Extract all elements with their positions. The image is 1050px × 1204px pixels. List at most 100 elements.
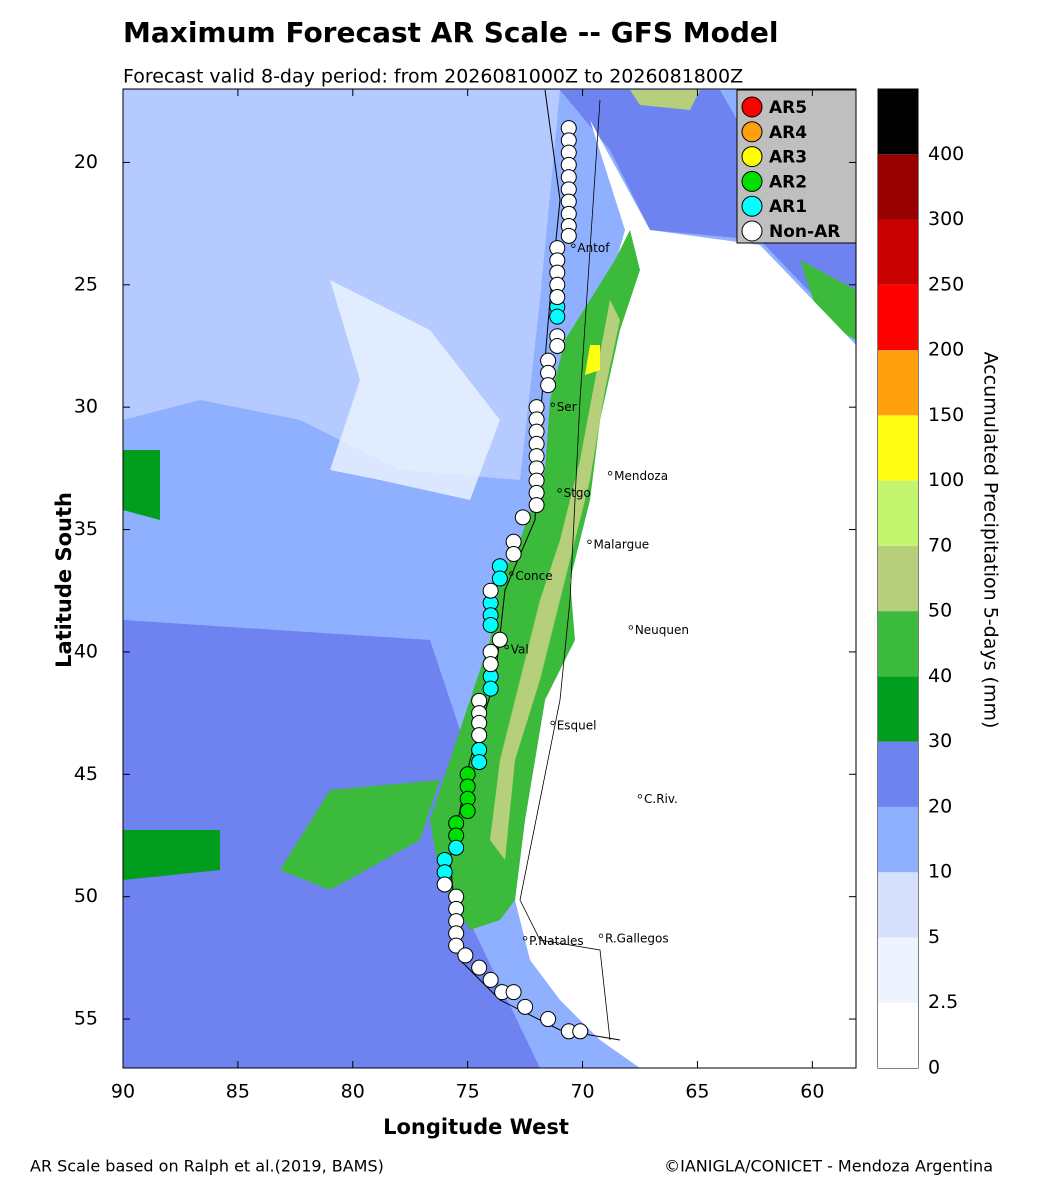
ar-point (448, 839, 465, 856)
footer-left: AR Scale based on Ralph et al.(2019, BAM… (30, 1157, 384, 1176)
ar-point (505, 546, 522, 563)
ar-point (540, 1011, 557, 1028)
y-tick-label: 35 (74, 518, 98, 540)
colorbar-tick-label: 100 (928, 469, 964, 491)
x-tick-label: 90 (111, 1081, 135, 1103)
colorbar-segment (878, 1002, 918, 1068)
ar-point (482, 656, 499, 673)
legend-marker (741, 146, 763, 168)
city-marker (550, 720, 555, 726)
ar-point (549, 337, 566, 354)
city-label: Malargue (593, 537, 649, 551)
colorbar-segment (878, 350, 918, 416)
ar-point (517, 998, 534, 1015)
colorbar-tick-label: 400 (928, 143, 964, 165)
title: Maximum Forecast AR Scale -- GFS Model (123, 16, 778, 49)
colorbar-segment (878, 415, 918, 481)
colorbar-tick-label: 2.5 (928, 991, 958, 1013)
colorbar-segment (878, 545, 918, 612)
colorbar-segment (878, 219, 918, 285)
city-marker (637, 794, 643, 799)
colorbar-tick-label: 300 (928, 208, 964, 230)
legend-label: AR3 (769, 148, 807, 168)
y-tick-label: 45 (74, 763, 98, 785)
ar-point (459, 803, 476, 820)
legend-label: AR5 (769, 98, 807, 118)
y-axis-label: Latitude South (52, 492, 76, 668)
ar-point (436, 876, 453, 893)
city-label: Neuquen (635, 623, 689, 637)
city-marker (628, 625, 634, 630)
legend-marker (741, 170, 763, 192)
colorbar-tick-label: 50 (928, 600, 952, 622)
city-marker (587, 539, 592, 544)
y-tick-label: 20 (74, 151, 98, 173)
ar-point (572, 1023, 589, 1040)
footer-right: ©IANIGLA/CONICET - Mendoza Argentina (664, 1157, 993, 1176)
legend-marker (741, 96, 763, 118)
legend-label: Non-AR (769, 222, 840, 242)
city-label: C.Riv. (644, 792, 678, 806)
y-tick-label: 55 (74, 1008, 98, 1030)
x-axis-label: Longitude West (383, 1115, 569, 1139)
colorbar-segment (878, 872, 918, 938)
plot-frame (122, 88, 857, 1069)
colorbar-segment (878, 741, 918, 807)
x-tick-label: 80 (341, 1081, 365, 1103)
ar-point (549, 289, 566, 306)
colorbar-segment (878, 480, 918, 546)
colorbar-tick-label: 250 (928, 273, 964, 295)
city-label: Stgo (564, 486, 591, 500)
x-tick-label: 60 (800, 1081, 824, 1103)
city-marker (522, 936, 528, 941)
colorbar-segment (878, 806, 918, 873)
x-tick-label: 75 (456, 1081, 480, 1103)
legend-label: AR4 (769, 123, 807, 143)
colorbar-tick-label: 150 (928, 404, 964, 426)
city-label: Antof (577, 241, 610, 255)
legend-marker (741, 121, 763, 143)
colorbar-tick-label: 10 (928, 861, 952, 883)
city-marker (607, 471, 613, 476)
ar-point (482, 971, 499, 988)
city-label: Ser (557, 400, 577, 414)
ar-point (549, 308, 566, 325)
ar-point (505, 984, 522, 1001)
city-marker (509, 571, 514, 576)
city-marker (557, 488, 562, 493)
x-tick-label: 85 (226, 1081, 250, 1103)
city-marker (550, 402, 555, 407)
ar-point (491, 631, 508, 648)
colorbar-tick-label: 30 (928, 730, 952, 752)
ar-point (514, 509, 531, 526)
ar-point (560, 227, 577, 244)
colorbar-tick-label: 20 (928, 795, 952, 817)
legend-label: AR1 (769, 197, 807, 217)
colorbar-segment (878, 154, 918, 220)
map-background (123, 89, 856, 1068)
x-tick-label: 70 (570, 1081, 594, 1103)
ar-point (540, 377, 557, 394)
colorbar-tick-label: 200 (928, 339, 964, 361)
subtitle: Forecast valid 8-day period: from 202608… (123, 66, 743, 88)
colorbar-segment (878, 89, 918, 155)
colorbar-tick-label: 5 (928, 926, 940, 948)
city-marker (571, 243, 576, 248)
city-label: Mendoza (614, 469, 668, 483)
y-tick-label: 25 (74, 273, 98, 295)
ar-point (482, 680, 499, 697)
ar-point (528, 497, 545, 514)
ar-point (482, 582, 499, 599)
colorbar-segment (878, 937, 918, 1003)
legend-label: AR2 (769, 172, 807, 192)
y-tick-label: 50 (74, 885, 98, 907)
colorbar-tick-label: 40 (928, 665, 952, 687)
colorbar-segment (878, 611, 918, 677)
city-marker (598, 933, 604, 939)
legend-marker (741, 195, 763, 217)
colorbar-label: Accumulated Precipitation 5-days (mm) (980, 352, 1002, 729)
x-tick-label: 65 (685, 1081, 709, 1103)
colorbar-segment (878, 676, 918, 742)
colorbar-tick-label: 0 (928, 1057, 940, 1079)
